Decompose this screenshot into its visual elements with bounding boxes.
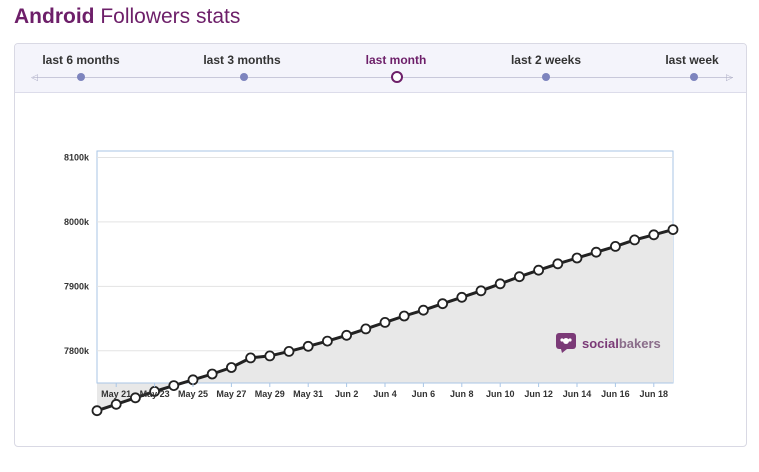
data-point [552,258,564,270]
period-label-last-3-months[interactable]: last 3 months [203,53,281,67]
brand-name-part1: social [582,335,619,351]
data-point [456,291,468,303]
period-dot-last-week[interactable] [690,73,698,81]
data-point [398,310,410,322]
data-point [417,304,429,316]
y-tick-label: 7900k [64,281,90,291]
period-dot-last-2-weeks[interactable] [542,73,550,81]
data-point [533,264,544,276]
data-point [283,345,295,357]
data-point [379,316,391,328]
data-point [264,350,276,362]
page-title: Android Followers stats [14,5,240,29]
period-label-last-6-months[interactable]: last 6 months [42,53,120,67]
data-point [225,362,237,373]
x-tick-label: Jun 4 [373,389,397,399]
data-point [437,298,449,310]
x-tick-label: Jun 10 [486,389,515,399]
data-point [187,374,199,386]
period-label-last-2-weeks[interactable]: last 2 weeks [510,53,582,67]
x-tick-label: Jun 12 [524,389,553,399]
data-point [91,405,103,417]
x-tick-label: May 31 [293,389,323,399]
x-tick-label: Jun 2 [335,389,359,399]
x-tick-label: May 25 [178,389,208,399]
data-point [245,352,257,364]
title-suffix: Followers stats [94,5,241,28]
data-point [648,229,660,241]
period-label-last-week[interactable]: last week [665,53,719,67]
data-point [206,368,218,380]
data-point [168,380,180,392]
x-tick-label: May 23 [140,389,170,399]
x-tick-label: May 21 [101,389,131,399]
data-point [360,323,372,335]
brand-name-part2: bakers [618,335,661,351]
data-point [667,224,679,236]
data-point [629,234,640,246]
x-tick-label: Jun 14 [563,389,592,399]
y-tick-label: 8000k [64,217,90,227]
y-tick-label: 7800k [64,346,90,356]
brand-watermark: socialbakers [555,332,661,354]
data-point [590,246,602,258]
data-point [129,392,141,404]
period-label-last-month[interactable]: last month [365,53,427,67]
data-point [302,340,314,352]
socialbakers-logo-icon [556,333,576,353]
data-point [475,285,487,297]
x-tick-label: Jun 16 [601,389,630,399]
title-platform: Android [14,5,95,28]
track-right-arrow-icon: ▷ [726,72,733,82]
x-tick-label: Jun 6 [412,389,436,399]
period-dot-last-month[interactable] [391,71,403,83]
data-point [321,335,333,347]
data-point [341,329,353,341]
x-tick-label: Jun 8 [450,389,474,399]
data-point [110,398,122,410]
track-left-arrow-icon: ◁ [31,72,38,82]
x-tick-label: May 29 [255,389,285,399]
period-selector: ◁ ▷ last 6 months last 3 months last mon… [15,44,746,93]
data-point [514,271,525,283]
brand-name: socialbakers [582,336,661,351]
period-dot-last-6-months[interactable] [77,73,85,81]
data-point [571,252,583,264]
x-tick-label: Jun 18 [640,389,669,399]
data-point [610,240,621,252]
y-tick-label: 8100k [64,152,90,162]
period-track [33,77,733,78]
data-point [494,278,506,290]
x-tick-label: May 27 [216,389,246,399]
period-dot-last-3-months[interactable] [240,73,248,81]
